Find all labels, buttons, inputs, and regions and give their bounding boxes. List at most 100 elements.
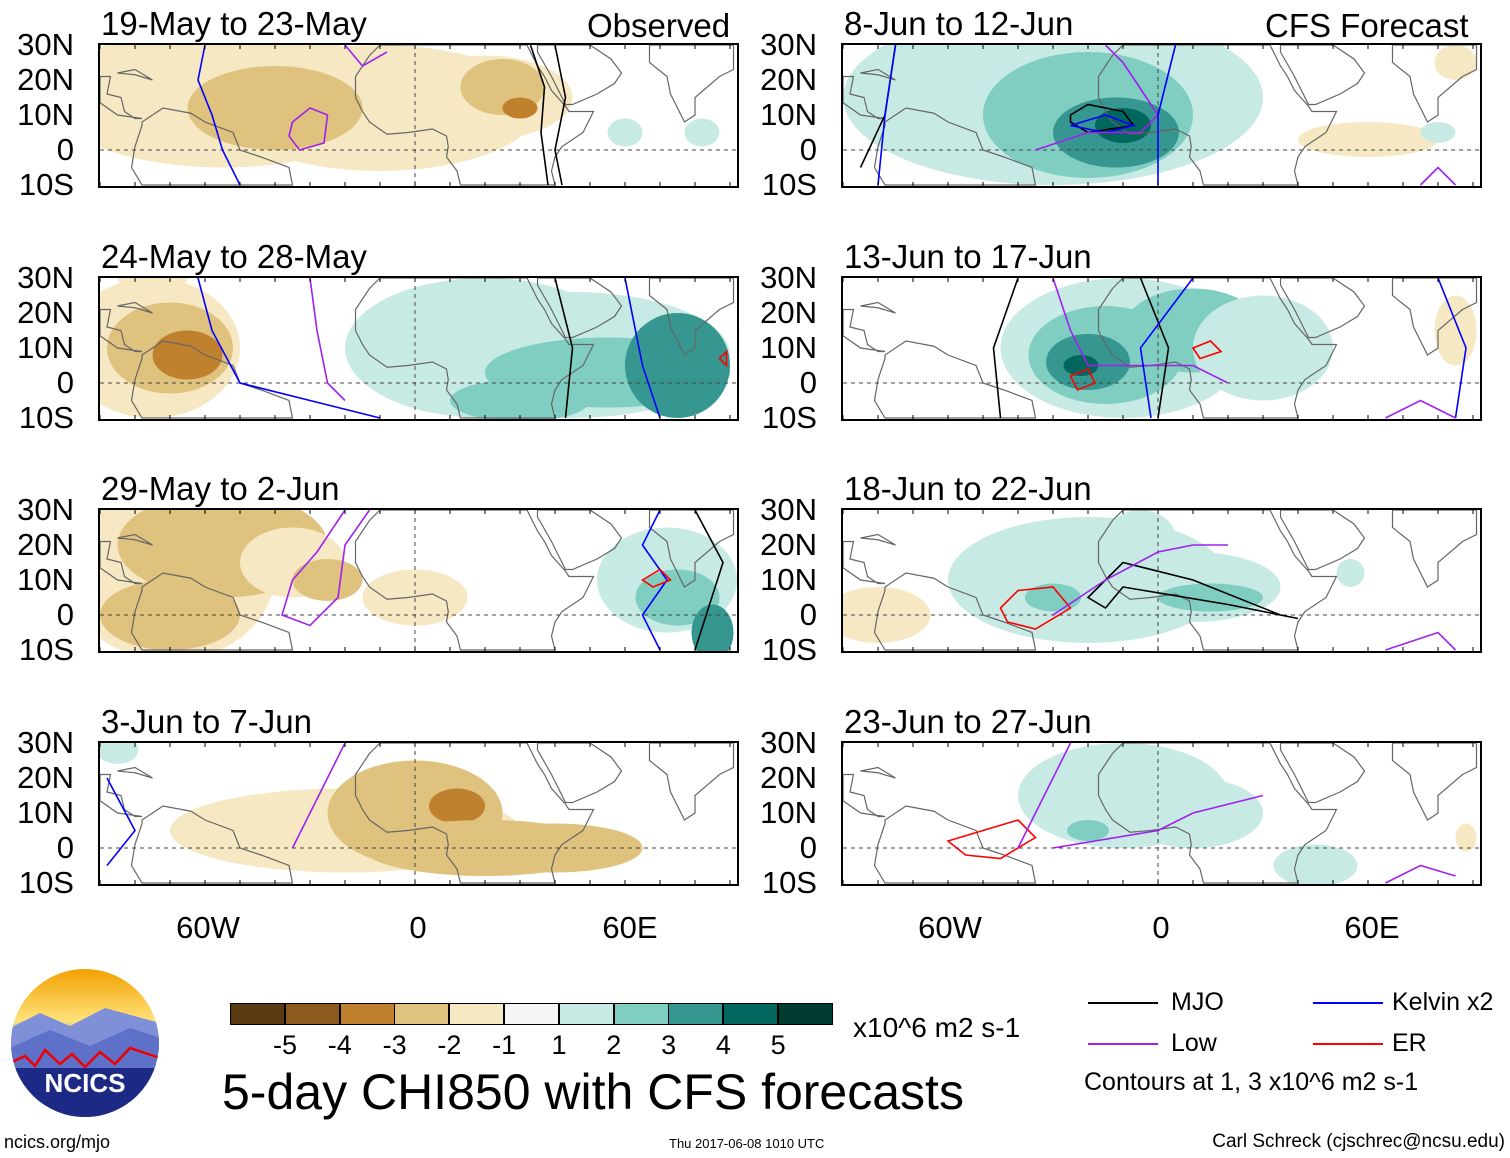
map-panel [841, 508, 1482, 653]
coastline [843, 308, 886, 353]
wave-contour [1191, 340, 1223, 360]
wave-contour [992, 278, 1019, 419]
wave-contour [554, 45, 567, 186]
wave-contour [641, 510, 668, 651]
legend-mjo-label: MJO [1171, 988, 1224, 1016]
colorbar-label: -3 [382, 1030, 407, 1060]
legend-kelvin-label: Kelvin x2 [1392, 988, 1494, 1016]
chi850-anomaly-region [1298, 122, 1438, 157]
colorbar-label: 5 [770, 1030, 786, 1060]
map-panel [841, 741, 1482, 886]
legend-mjo-line [1088, 1002, 1158, 1004]
wave-contour [1139, 278, 1170, 419]
coastline [1391, 278, 1478, 356]
map-panel [98, 741, 739, 886]
coastline [536, 743, 623, 804]
lat-tick-label: 10N [760, 97, 817, 132]
lat-tick-label: 10N [760, 795, 817, 830]
lat-tick-label: 10S [761, 167, 817, 202]
contour-note: Contours at 1, 3 x10^6 m2 s-1 [1084, 1068, 1419, 1096]
colorbar-swatch [778, 1003, 833, 1025]
wave-contour [344, 45, 388, 68]
coastline [536, 510, 623, 571]
legend-kelvin-line [1313, 1002, 1383, 1004]
lat-tick-label: 20N [760, 295, 817, 330]
chi850-anomaly-region [187, 66, 363, 150]
lat-tick-label: 30N [760, 725, 817, 760]
lat-tick-label: 0 [56, 132, 74, 167]
chi850-anomaly-region [691, 604, 734, 651]
wave-contour [291, 743, 346, 849]
coastline [860, 301, 896, 314]
colorbar-label: -2 [437, 1030, 462, 1060]
wave-contour [1385, 864, 1456, 884]
lat-tick-label: 30N [760, 260, 817, 295]
panel-title: 13-Jun to 17-Jun [844, 238, 1092, 275]
wave-contour [554, 278, 574, 419]
figure-title: 5-day CHI850 with CFS forecasts [222, 1064, 964, 1120]
colorbar-label: 4 [715, 1030, 731, 1060]
panel-title: 29-May to 2-Jun [101, 470, 340, 507]
wave-contour [106, 777, 136, 866]
coastline [1391, 510, 1478, 588]
wave-contour [1052, 278, 1229, 384]
ncics-logo: NCICS [11, 969, 159, 1117]
wave-contour [1139, 278, 1194, 419]
wave-contour [718, 349, 728, 368]
observed-header: Observed [587, 7, 731, 44]
lat-tick-label: 10N [760, 562, 817, 597]
coastline [843, 75, 886, 120]
lat-tick-label: 20N [17, 62, 74, 97]
wave-contour [999, 586, 1072, 630]
chi850-anomaly-region [635, 569, 720, 626]
wave-contour [641, 568, 672, 588]
chi850-anomaly-region [625, 313, 730, 418]
author-credit: Carl Schreck (cjschrec@ncsu.edu) [1212, 1131, 1505, 1152]
chi850-anomaly-region [1434, 45, 1477, 80]
coastline [843, 540, 886, 585]
ncics-url[interactable]: ncics.org/mjo [4, 1132, 111, 1152]
logo-text: NCICS [45, 1068, 126, 1098]
coastline [1391, 743, 1478, 821]
coastline [117, 766, 153, 779]
lat-tick-label: 10N [17, 330, 74, 365]
wave-contour [288, 107, 329, 151]
lat-tick-label: 0 [56, 597, 74, 632]
chi850-anomaly-region [362, 569, 468, 626]
lat-tick-label: 20N [17, 295, 74, 330]
panel-title: 23-Jun to 27-Jun [844, 703, 1092, 740]
legend-low-label: Low [1171, 1029, 1217, 1057]
colorbar-label: 1 [551, 1030, 567, 1060]
colorbar-label: -1 [492, 1030, 517, 1060]
colorbar-units: x10^6 m2 s-1 [853, 1012, 1021, 1043]
coastline [860, 533, 896, 546]
lat-tick-label: 0 [799, 830, 817, 865]
lat-tick-label: 10S [18, 632, 74, 667]
lon-tick-left-60e: 60E [602, 910, 658, 945]
lat-tick-label: 10S [761, 865, 817, 900]
chi850-anomaly-region [1105, 510, 1176, 566]
lat-tick-label: 20N [760, 527, 817, 562]
lon-tick-right-0: 0 [1152, 910, 1170, 945]
coastline [648, 743, 735, 821]
coastline [860, 766, 896, 779]
colorbar-swatch [504, 1003, 559, 1025]
lon-tick-left-0: 0 [409, 910, 427, 945]
colorbar-label: 2 [606, 1030, 622, 1060]
coastline [648, 278, 735, 356]
colorbar-swatch [284, 1003, 340, 1025]
map-panel [98, 43, 739, 188]
colorbar-swatch [339, 1003, 395, 1025]
lat-tick-label: 10S [761, 632, 817, 667]
coastline [1279, 278, 1366, 339]
legend-er-label: ER [1392, 1029, 1427, 1057]
chi850-anomaly-region [429, 788, 485, 824]
coastline [100, 308, 143, 353]
colorbar-swatch [394, 1003, 450, 1025]
wave-contour [1052, 794, 1264, 849]
lat-tick-label: 10S [18, 865, 74, 900]
colorbar-label: -4 [327, 1030, 352, 1060]
lat-tick-label: 20N [760, 760, 817, 795]
coastline [117, 68, 153, 81]
